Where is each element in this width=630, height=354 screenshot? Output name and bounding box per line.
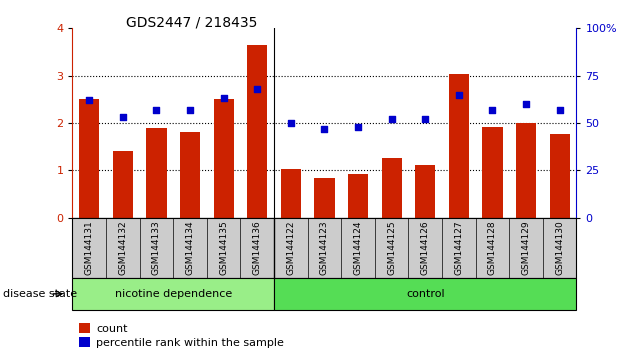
Point	[420, 116, 430, 122]
Point	[454, 92, 464, 97]
Text: GSM144133: GSM144133	[152, 221, 161, 275]
Bar	[113, 152, 133, 218]
Text: GSM144127: GSM144127	[454, 221, 463, 275]
Bar	[348, 174, 368, 218]
Bar	[449, 74, 469, 218]
Point	[118, 114, 128, 120]
Text: GSM144122: GSM144122	[287, 221, 295, 275]
Text: GSM144124: GSM144124	[353, 221, 362, 275]
Point	[219, 96, 229, 101]
Text: GSM144135: GSM144135	[219, 221, 228, 275]
Text: count: count	[96, 324, 128, 334]
Bar	[281, 170, 301, 218]
Point	[488, 107, 498, 113]
Bar	[72, 278, 274, 310]
Text: GSM144134: GSM144134	[186, 221, 195, 275]
Point	[151, 107, 161, 113]
Bar	[247, 45, 267, 218]
Point	[387, 116, 397, 122]
Bar	[146, 128, 166, 218]
Text: GSM144129: GSM144129	[522, 221, 530, 275]
Bar	[79, 323, 90, 333]
Text: GSM144123: GSM144123	[320, 221, 329, 275]
Point	[554, 107, 564, 113]
Bar	[79, 337, 90, 347]
Point	[252, 86, 262, 92]
Point	[353, 124, 363, 130]
Text: GSM144125: GSM144125	[387, 221, 396, 275]
Text: control: control	[406, 289, 445, 299]
Bar	[415, 165, 435, 218]
Bar	[314, 178, 335, 218]
Point	[521, 101, 531, 107]
Text: disease state: disease state	[3, 289, 77, 299]
Point	[286, 120, 296, 126]
Bar	[79, 99, 100, 218]
Bar	[180, 132, 200, 218]
Text: GSM144132: GSM144132	[118, 221, 127, 275]
Text: GSM144128: GSM144128	[488, 221, 497, 275]
Bar	[483, 127, 503, 218]
Point	[84, 97, 94, 103]
Bar	[382, 158, 402, 218]
Bar	[214, 99, 234, 218]
Text: GSM144131: GSM144131	[85, 221, 94, 275]
Text: GSM144136: GSM144136	[253, 221, 261, 275]
Bar	[549, 134, 570, 218]
Text: nicotine dependence: nicotine dependence	[115, 289, 232, 299]
Bar	[274, 278, 576, 310]
Text: percentile rank within the sample: percentile rank within the sample	[96, 338, 284, 348]
Text: GDS2447 / 218435: GDS2447 / 218435	[126, 16, 258, 30]
Bar	[516, 123, 536, 218]
Text: GSM144130: GSM144130	[555, 221, 564, 275]
Text: GSM144126: GSM144126	[421, 221, 430, 275]
Point	[185, 107, 195, 113]
Point	[319, 126, 329, 132]
